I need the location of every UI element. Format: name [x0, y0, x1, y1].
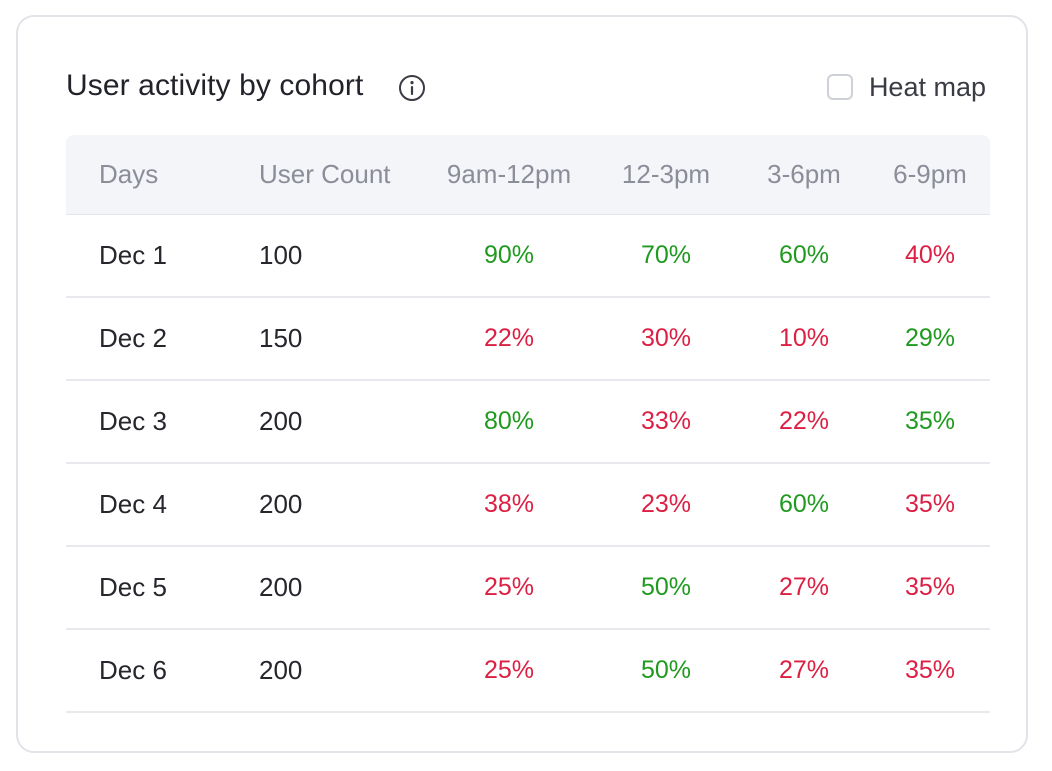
- cell-pct: 50%: [640, 573, 692, 601]
- cell-day: Dec 2: [99, 323, 167, 353]
- column-header-6-9pm: 6-9pm: [893, 159, 967, 189]
- cell-count: 200: [259, 655, 303, 685]
- cell-pct: 10%: [778, 324, 830, 352]
- cell-pct: 35%: [904, 490, 956, 518]
- table-row: Dec 3 200 80% 33% 22% 35%: [66, 381, 990, 464]
- cell-day: Dec 5: [99, 572, 167, 602]
- cell-pct: 80%: [483, 407, 535, 435]
- cell-count: 150: [259, 323, 303, 353]
- cell-day: Dec 1: [99, 240, 167, 270]
- cell-count: 200: [259, 489, 303, 519]
- cohort-table: Days User Count 9am-12pm 12-3pm 3-6pm 6-…: [66, 135, 990, 713]
- cell-pct: 38%: [483, 490, 535, 518]
- cell-count: 100: [259, 240, 303, 270]
- card-title: User activity by cohort: [66, 69, 364, 102]
- heatmap-label: Heat map: [868, 71, 986, 102]
- card-header: User activity by cohort Heat map: [66, 67, 990, 107]
- column-header-9am-12pm: 9am-12pm: [446, 159, 572, 189]
- cell-day: Dec 3: [99, 406, 167, 436]
- column-header-3-6pm: 3-6pm: [767, 159, 841, 189]
- cell-pct: 22%: [778, 407, 830, 435]
- cell-pct: 33%: [640, 407, 692, 435]
- cell-count: 200: [259, 572, 303, 602]
- cell-pct: 27%: [778, 573, 830, 601]
- cell-pct: 35%: [904, 656, 956, 684]
- column-header-12-3pm: 12-3pm: [621, 159, 711, 189]
- table-row: Dec 1 100 90% 70% 60% 40%: [66, 215, 990, 298]
- table-header: Days User Count 9am-12pm 12-3pm 3-6pm 6-…: [66, 135, 990, 215]
- cell-pct: 50%: [640, 656, 692, 684]
- cell-day: Dec 4: [99, 489, 167, 519]
- cell-pct: 22%: [483, 324, 535, 352]
- cell-count: 200: [259, 406, 303, 436]
- cell-pct: 60%: [778, 241, 830, 269]
- table-row: Dec 4 200 38% 23% 60% 35%: [66, 464, 990, 547]
- cell-pct: 35%: [904, 573, 956, 601]
- cell-pct: 60%: [778, 490, 830, 518]
- info-icon[interactable]: [398, 74, 426, 102]
- column-header-days: Days: [99, 159, 159, 189]
- table-row: Dec 2 150 22% 30% 10% 29%: [66, 298, 990, 381]
- column-header-user-count: User Count: [259, 159, 391, 189]
- cell-pct: 23%: [640, 490, 692, 518]
- cell-pct: 70%: [640, 241, 692, 269]
- heatmap-checkbox[interactable]: [826, 74, 853, 100]
- cell-pct: 40%: [904, 241, 956, 269]
- cell-pct: 25%: [483, 573, 535, 601]
- cell-pct: 27%: [778, 656, 830, 684]
- cell-pct: 25%: [483, 656, 535, 684]
- table-row: Dec 5 200 25% 50% 27% 35%: [66, 547, 990, 630]
- cell-day: Dec 6: [99, 655, 167, 685]
- heatmap-toggle[interactable]: Heat map: [826, 70, 986, 104]
- table-row: Dec 6 200 25% 50% 27% 35%: [66, 630, 990, 713]
- cell-pct: 30%: [640, 324, 692, 352]
- cell-pct: 29%: [904, 324, 956, 352]
- cohort-card: User activity by cohort Heat map Days Us…: [16, 15, 1028, 753]
- cell-pct: 35%: [904, 407, 956, 435]
- cell-pct: 90%: [483, 241, 535, 269]
